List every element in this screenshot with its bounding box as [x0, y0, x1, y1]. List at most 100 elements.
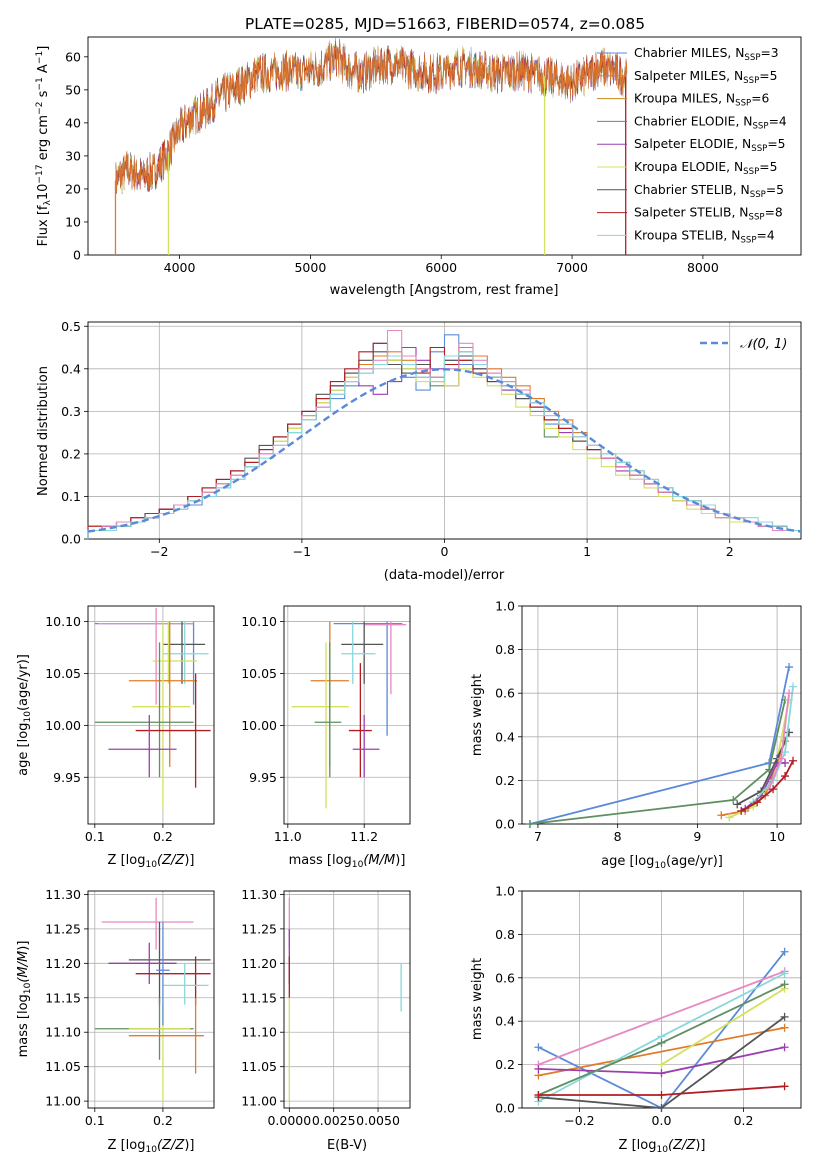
age-vs-Z-frame	[87, 605, 215, 825]
mw-age-ylabel: mass weight	[470, 674, 485, 756]
mw-z-series	[661, 987, 786, 1066]
spectrum-xtick-label: 6000	[425, 260, 457, 275]
mw-z-marker	[780, 1043, 789, 1052]
legend-entry: Kroupa ELODIE, NSSP=5	[634, 160, 777, 177]
hist-ytick-label: 0.3	[61, 404, 81, 419]
mass-vs-Z-ytick-label: 11.05	[45, 1059, 81, 1074]
legend-entry: Chabrier MILES, NSSP=3	[634, 46, 779, 63]
age-z-ylabel: age [log10(age/yr)]	[16, 654, 33, 776]
mass-vs-E(B-V)-xtick-label: 0.0025	[312, 1113, 356, 1128]
mass-vs-Z-axes: 0.1 0.2 11.00 11.05 11.10 11.15 11.20 11.25 11.3…	[45, 887, 215, 1128]
legend-entry: Salpeter MILES, NSSP=5	[634, 69, 777, 86]
hist-xtick-label: −1	[293, 544, 311, 559]
mw-age-marker	[717, 811, 726, 820]
mw-age-marker	[725, 813, 734, 822]
hist-series-step	[87, 329, 801, 539]
errorbar-points	[94, 608, 211, 809]
spectrum-ytick-label: 10	[65, 214, 81, 229]
spectrum-series-line	[115, 39, 628, 203]
spectrum-lines	[114, 37, 628, 255]
mass-vs-E(B-V)-ytick-label: 11.05	[241, 1059, 277, 1074]
mw-age-marker	[777, 754, 786, 763]
mw-age-marker	[781, 772, 790, 781]
mw-z-marker	[780, 1012, 789, 1021]
hist-ytick-label: 0.4	[61, 361, 81, 376]
hist-xlabel: (data-model)/error	[384, 568, 505, 583]
mass-vs-E(B-V)-xtick-label: 0.0000	[267, 1113, 311, 1128]
mw-z-marker	[534, 1043, 543, 1052]
mw-z-series	[538, 970, 785, 1066]
age-vs-Z-axes: 0.1 0.2 9.95 10.00 10.05 10.10	[45, 605, 215, 844]
mw-age-marker	[785, 689, 794, 698]
mass-vs-Z-xtick-label: 0.2	[153, 1113, 173, 1128]
mw-age-marker	[729, 796, 738, 805]
hist-ytick-label: 0.0	[61, 532, 81, 547]
mw-z-marker	[780, 969, 789, 978]
mw-z-xtick-label: −0.2	[564, 1113, 594, 1128]
mw-age-marker	[753, 798, 762, 807]
mw-z-marker	[780, 947, 789, 956]
spectrum-ytick-label: 60	[65, 49, 81, 64]
mw-age-lines	[525, 663, 798, 828]
mass-vs-Z-ytick-label: 11.30	[45, 887, 81, 902]
legend-entry: Kroupa MILES, NSSP=6	[634, 92, 770, 109]
figure-title: PLATE=0285, MJD=51663, FIBERID=0574, z=0…	[245, 15, 645, 33]
mass-vs-E(B-V)-ytick-label: 11.10	[241, 1025, 277, 1040]
mw-z-ytick-label: 1.0	[495, 884, 515, 899]
mass-vs-Z-ytick-label: 11.25	[45, 921, 81, 936]
mw-age-frame	[521, 605, 802, 825]
age-vs-Z-ytick-label: 9.95	[53, 770, 81, 785]
mass-z-xlabel: Z [log10(Z/Z)]	[108, 1138, 195, 1155]
spectrum-frame	[87, 36, 802, 256]
mass-vs-E(B-V)-ytick-label: 11.20	[241, 956, 277, 971]
mass-vs-E(B-V)-ytick-label: 11.25	[241, 921, 277, 936]
legend-gaussian-label: 𝒩(0, 1)	[740, 337, 787, 352]
mw-age-xtick-label: 10	[769, 829, 785, 844]
mw-z-marker	[657, 1069, 666, 1078]
legend-entry: Kroupa STELIB, NSSP=4	[634, 228, 775, 245]
mw-z-xlabel: Z [log10(Z/Z)]	[619, 1138, 706, 1155]
mw-age-ytick-label: 0.0	[495, 817, 515, 832]
mass-vs-E(B-V)-ytick-label: 11.15	[241, 990, 277, 1005]
mw-z-marker	[657, 1090, 666, 1099]
mw-age-marker	[789, 756, 798, 765]
mw-z-marker	[534, 1064, 543, 1073]
spectrum-ytick-label: 0	[73, 248, 81, 263]
mass-vs-Z-ytick-label: 11.00	[45, 1094, 81, 1109]
mw-z-marker	[780, 1082, 789, 1091]
mw-z-marker	[657, 1038, 666, 1047]
age-vs-mass-ytick-label: 9.95	[249, 770, 277, 785]
spectrum-ytick-label: 40	[65, 115, 81, 130]
mw-age-marker	[737, 806, 746, 815]
age-vs-mass-ytick-label: 10.05	[241, 666, 277, 681]
mw-z-marker	[780, 980, 789, 989]
mass-vs-E(B-V)-frame	[283, 890, 411, 1109]
age-vs-Z-ytick-label: 10.05	[45, 666, 81, 681]
mw-age-xlabel: age [log10(age/yr)]	[601, 854, 723, 871]
hist-xtick-label: 0	[441, 544, 449, 559]
mw-age-ytick-label: 0.2	[495, 773, 515, 788]
mass-vs-E(B-V)-xtick-label: 0.0050	[356, 1113, 400, 1128]
mw-age-marker	[785, 663, 794, 672]
age-vs-Z-xtick-label: 0.1	[85, 829, 105, 844]
mw-age-marker	[789, 682, 798, 691]
mw-z-marker	[780, 1023, 789, 1032]
errorbar-points	[94, 897, 211, 1102]
hist-ylabel: Normed distribution	[36, 366, 51, 496]
spectrum-xtick-label: 4000	[164, 260, 196, 275]
mw-age-marker	[769, 785, 778, 794]
legend-entry: Salpeter ELODIE, NSSP=5	[634, 137, 785, 154]
spectrum-ytick-label: 50	[65, 82, 81, 97]
mass-vs-E(B-V)-ytick-label: 11.30	[241, 887, 277, 902]
hist-frame	[87, 321, 802, 540]
mw-z-xtick-label: 0.2	[734, 1113, 754, 1128]
mw-age-ytick-label: 0.4	[495, 729, 515, 744]
mw-age-marker	[733, 800, 742, 809]
mass-vs-Z-frame	[87, 890, 215, 1109]
mw-z-ytick-label: 0.8	[495, 927, 515, 942]
mw-z-marker	[534, 1090, 543, 1099]
age-vs-mass-axes: 11.0 11.2 9.95 10.00 10.05 10.10	[241, 605, 411, 844]
mw-age-marker	[781, 758, 790, 767]
mw-age-series	[529, 699, 786, 825]
